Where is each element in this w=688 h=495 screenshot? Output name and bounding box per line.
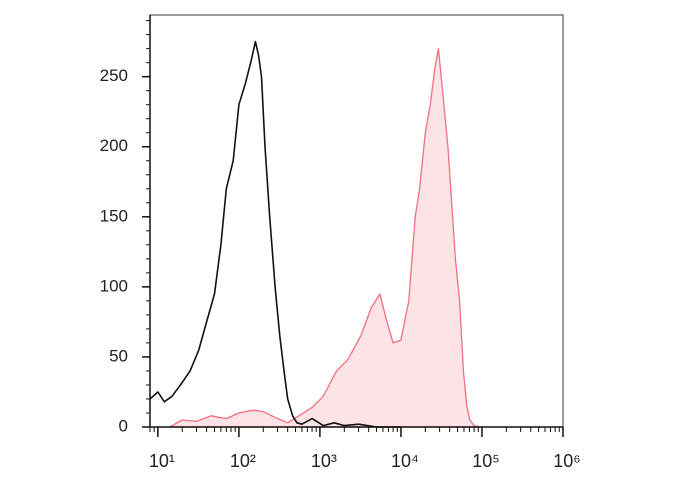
y-tick-label: 150 [100, 206, 128, 225]
histogram-area [169, 47, 481, 428]
histogram-line [149, 40, 401, 428]
x-tick-label: 10⁵ [472, 451, 499, 471]
x-tick-label: 10¹ [149, 451, 175, 471]
x-tick-label: 10⁴ [391, 451, 419, 471]
x-tick-label: 10² [230, 451, 256, 471]
y-tick-label: 100 [100, 276, 128, 295]
x-tick-label: 10³ [311, 451, 337, 471]
x-tick-label: 10⁶ [553, 451, 580, 471]
y-tick-label: 250 [100, 66, 128, 85]
y-tick-label: 200 [100, 136, 128, 155]
y-tick-label: 0 [119, 416, 128, 435]
y-tick-label: 50 [109, 346, 128, 365]
